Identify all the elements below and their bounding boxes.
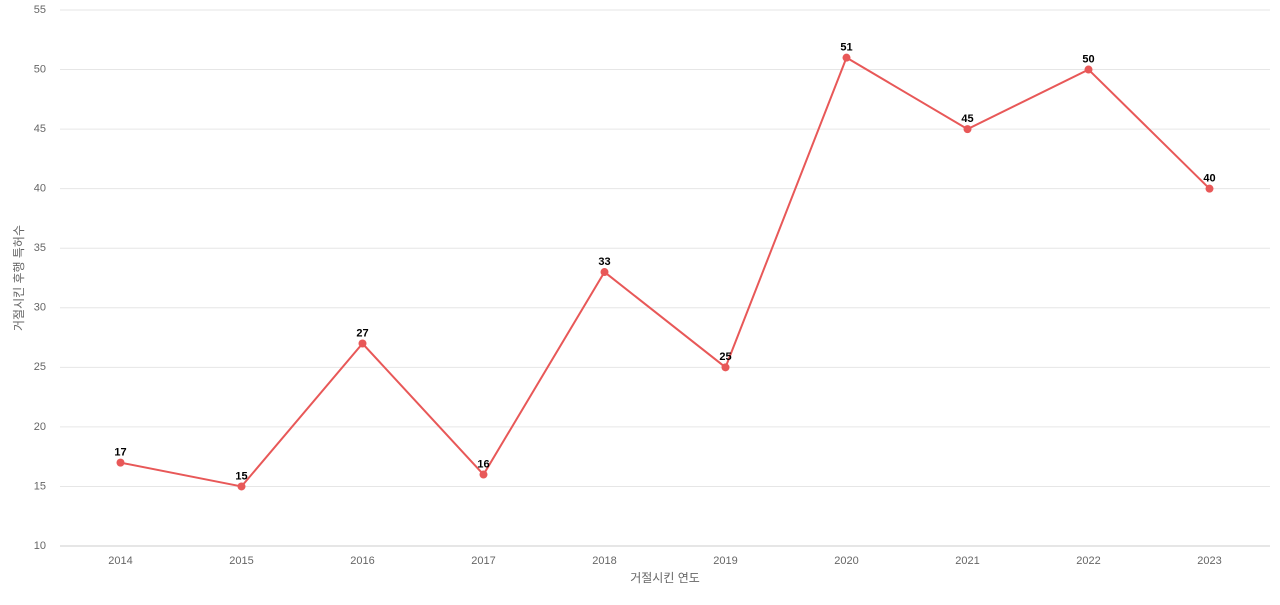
point <box>479 470 488 479</box>
point <box>721 363 730 372</box>
point <box>1205 184 1214 193</box>
value-label: 27 <box>356 327 368 339</box>
point <box>1084 65 1093 74</box>
x-tick-label: 2016 <box>350 555 374 567</box>
y-tick-label: 10 <box>34 540 46 552</box>
y-tick-label: 45 <box>34 123 46 135</box>
x-tick-label: 2023 <box>1197 555 1221 567</box>
x-tick-label: 2021 <box>955 555 979 567</box>
y-tick-label: 30 <box>34 302 46 314</box>
value-label: 45 <box>961 113 973 125</box>
value-label: 15 <box>235 470 247 482</box>
x-tick-label: 2022 <box>1076 555 1100 567</box>
y-tick-label: 20 <box>34 421 46 433</box>
value-label: 33 <box>598 256 610 268</box>
value-label: 25 <box>719 351 731 363</box>
x-tick-label: 2020 <box>834 555 858 567</box>
point <box>237 482 246 491</box>
x-tick-label: 2014 <box>108 555 132 567</box>
value-label: 50 <box>1082 53 1094 65</box>
point <box>116 458 125 467</box>
x-tick-label: 2018 <box>592 555 616 567</box>
line <box>120 56 1211 488</box>
x-tick-label: 2019 <box>713 555 737 567</box>
point <box>600 268 609 277</box>
x-tick-label: 2015 <box>229 555 253 567</box>
value-label: 51 <box>840 42 852 54</box>
y-tick-label: 50 <box>34 63 46 75</box>
y-tick-label: 40 <box>34 183 46 195</box>
y-tick-label: 25 <box>34 361 46 373</box>
y-axis-title: 거절시킨 후행 특허수 <box>11 225 26 331</box>
y-tick-label: 15 <box>34 480 46 492</box>
value-label: 40 <box>1203 173 1215 185</box>
y-tick-label: 55 <box>34 4 46 16</box>
value-label: 17 <box>114 447 126 459</box>
y-tick-label: 35 <box>34 242 46 254</box>
point <box>358 339 367 348</box>
x-tick-label: 2017 <box>471 555 495 567</box>
value-label: 16 <box>477 458 489 470</box>
x-axis-title: 거절시킨 연도 <box>630 571 700 585</box>
point <box>963 125 972 134</box>
point <box>842 53 851 62</box>
